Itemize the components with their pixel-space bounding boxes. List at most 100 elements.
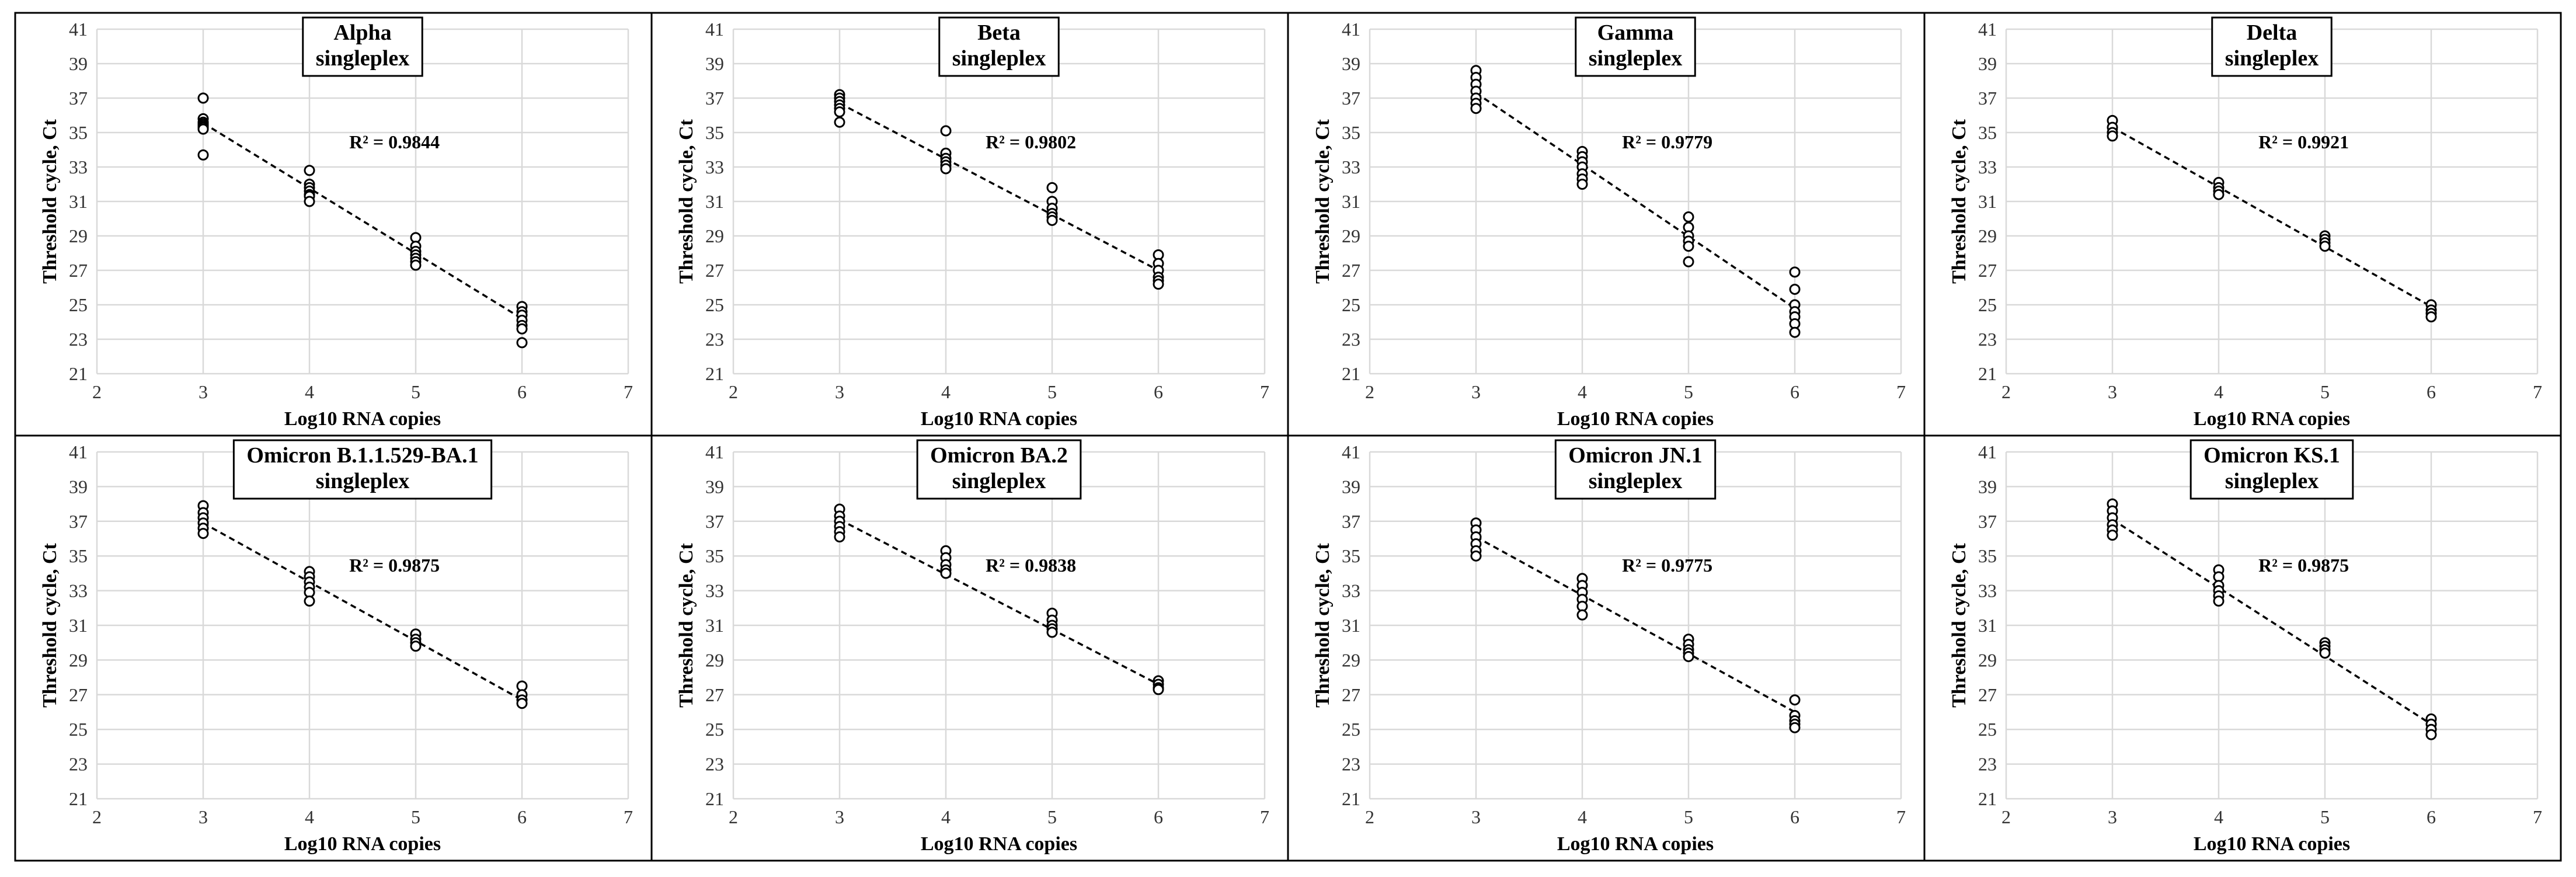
y-tick-label: 33 bbox=[1342, 156, 1360, 178]
y-tick-label: 39 bbox=[1342, 476, 1360, 497]
x-tick-label: 2 bbox=[729, 381, 738, 402]
x-tick-label: 7 bbox=[624, 806, 633, 827]
r-squared-label: R² = 0.9875 bbox=[349, 555, 440, 576]
y-tick-label: 21 bbox=[1978, 363, 1997, 384]
chart-title-box bbox=[232, 439, 493, 500]
y-tick-label: 31 bbox=[705, 615, 724, 636]
x-tick-label: 6 bbox=[517, 381, 527, 402]
y-tick-label: 27 bbox=[1978, 260, 1997, 281]
y-tick-label: 33 bbox=[1978, 580, 1997, 601]
data-point bbox=[197, 123, 209, 135]
y-tick-label: 35 bbox=[1342, 545, 1360, 566]
r-squared-label: R² = 0.9775 bbox=[1622, 555, 1712, 576]
chart-title-line2: singleplex bbox=[1589, 46, 1682, 71]
y-tick-label: 33 bbox=[1978, 156, 1997, 178]
chart-title-line2: singleplex bbox=[952, 46, 1046, 71]
y-tick-label: 23 bbox=[1342, 329, 1360, 350]
x-tick-label: 4 bbox=[941, 381, 951, 402]
data-point bbox=[2425, 311, 2437, 323]
x-tick-label: 2 bbox=[2001, 806, 2011, 827]
x-tick-label: 6 bbox=[517, 806, 527, 827]
x-tick-label: 4 bbox=[305, 381, 314, 402]
trendline bbox=[2112, 518, 2432, 725]
y-tick-label: 41 bbox=[1978, 19, 1997, 40]
chart-title-line1: Beta bbox=[977, 20, 1021, 45]
data-point bbox=[1576, 609, 1588, 621]
chart-title-line1: Omicron BA.2 bbox=[930, 443, 1068, 468]
y-tick-label: 37 bbox=[1342, 511, 1360, 532]
x-tick-label: 4 bbox=[2214, 381, 2223, 402]
y-tick-label: 31 bbox=[705, 191, 724, 212]
y-tick-label: 27 bbox=[705, 260, 724, 281]
chart-title-box bbox=[1575, 16, 1696, 77]
y-tick-label: 21 bbox=[69, 363, 88, 384]
x-axis-title: Log10 RNA copies bbox=[1557, 408, 1714, 430]
x-tick-label: 2 bbox=[92, 381, 102, 402]
panel-border bbox=[1923, 434, 2562, 862]
trendline bbox=[1475, 92, 1795, 309]
x-tick-label: 6 bbox=[2427, 806, 2436, 827]
data-point bbox=[516, 698, 528, 709]
y-tick-label: 31 bbox=[69, 191, 88, 212]
x-axis-title: Log10 RNA copies bbox=[2194, 833, 2350, 855]
y-tick-label: 33 bbox=[69, 156, 88, 178]
x-tick-label: 3 bbox=[2108, 806, 2117, 827]
x-tick-label: 7 bbox=[1896, 806, 1906, 827]
data-point bbox=[304, 165, 315, 176]
x-tick-label: 3 bbox=[1471, 806, 1481, 827]
y-tick-label: 37 bbox=[1342, 88, 1360, 109]
x-tick-label: 4 bbox=[305, 806, 314, 827]
y-tick-label: 39 bbox=[705, 476, 724, 497]
data-point bbox=[2425, 729, 2437, 740]
y-axis-title: Threshold cycle, Ct bbox=[39, 542, 61, 707]
y-tick-label: 29 bbox=[705, 225, 724, 246]
data-point bbox=[2107, 130, 2118, 142]
y-tick-label: 23 bbox=[69, 329, 88, 350]
y-tick-label: 39 bbox=[69, 53, 88, 74]
panel-border bbox=[1287, 12, 1926, 437]
y-tick-label: 35 bbox=[1342, 122, 1360, 143]
x-tick-label: 3 bbox=[199, 806, 208, 827]
data-point bbox=[1046, 214, 1058, 226]
y-tick-label: 31 bbox=[1342, 615, 1360, 636]
y-tick-label: 29 bbox=[1342, 649, 1360, 670]
y-tick-label: 31 bbox=[1978, 615, 1997, 636]
x-tick-label: 3 bbox=[835, 806, 844, 827]
r-squared-label: R² = 0.9844 bbox=[349, 131, 440, 152]
y-tick-label: 31 bbox=[1342, 191, 1360, 212]
y-axis-title: Threshold cycle, Ct bbox=[1948, 119, 1970, 283]
y-tick-label: 23 bbox=[69, 754, 88, 775]
data-point bbox=[1683, 256, 1694, 267]
trendline bbox=[839, 518, 1159, 685]
y-axis-title: Threshold cycle, Ct bbox=[1312, 542, 1334, 707]
chart-title-line1: Alpha bbox=[333, 20, 391, 45]
chart-title-line2: singleplex bbox=[952, 469, 1046, 493]
chart-title-line1: Gamma bbox=[1597, 20, 1674, 45]
x-tick-label: 7 bbox=[1260, 381, 1269, 402]
x-tick-label: 7 bbox=[2533, 381, 2542, 402]
data-point bbox=[1789, 722, 1801, 733]
x-tick-label: 5 bbox=[1684, 806, 1693, 827]
chart-title-line2: singleplex bbox=[1589, 469, 1682, 493]
data-point bbox=[1683, 241, 1694, 252]
x-tick-label: 3 bbox=[1471, 381, 1481, 402]
data-point bbox=[834, 531, 845, 543]
x-tick-label: 5 bbox=[1047, 381, 1057, 402]
chart-title-box bbox=[938, 16, 1060, 77]
y-tick-label: 29 bbox=[1978, 225, 1997, 246]
y-axis-title: Threshold cycle, Ct bbox=[1312, 119, 1334, 283]
trendline bbox=[1475, 535, 1795, 714]
y-tick-label: 33 bbox=[705, 580, 724, 601]
data-point bbox=[940, 125, 952, 137]
x-axis-title: Log10 RNA copies bbox=[921, 408, 1077, 430]
data-point bbox=[304, 196, 315, 207]
x-tick-label: 6 bbox=[1154, 806, 1163, 827]
data-point bbox=[2213, 595, 2225, 607]
y-tick-label: 25 bbox=[69, 719, 88, 740]
y-tick-label: 37 bbox=[1978, 511, 1997, 532]
panel-border bbox=[1287, 434, 1926, 862]
